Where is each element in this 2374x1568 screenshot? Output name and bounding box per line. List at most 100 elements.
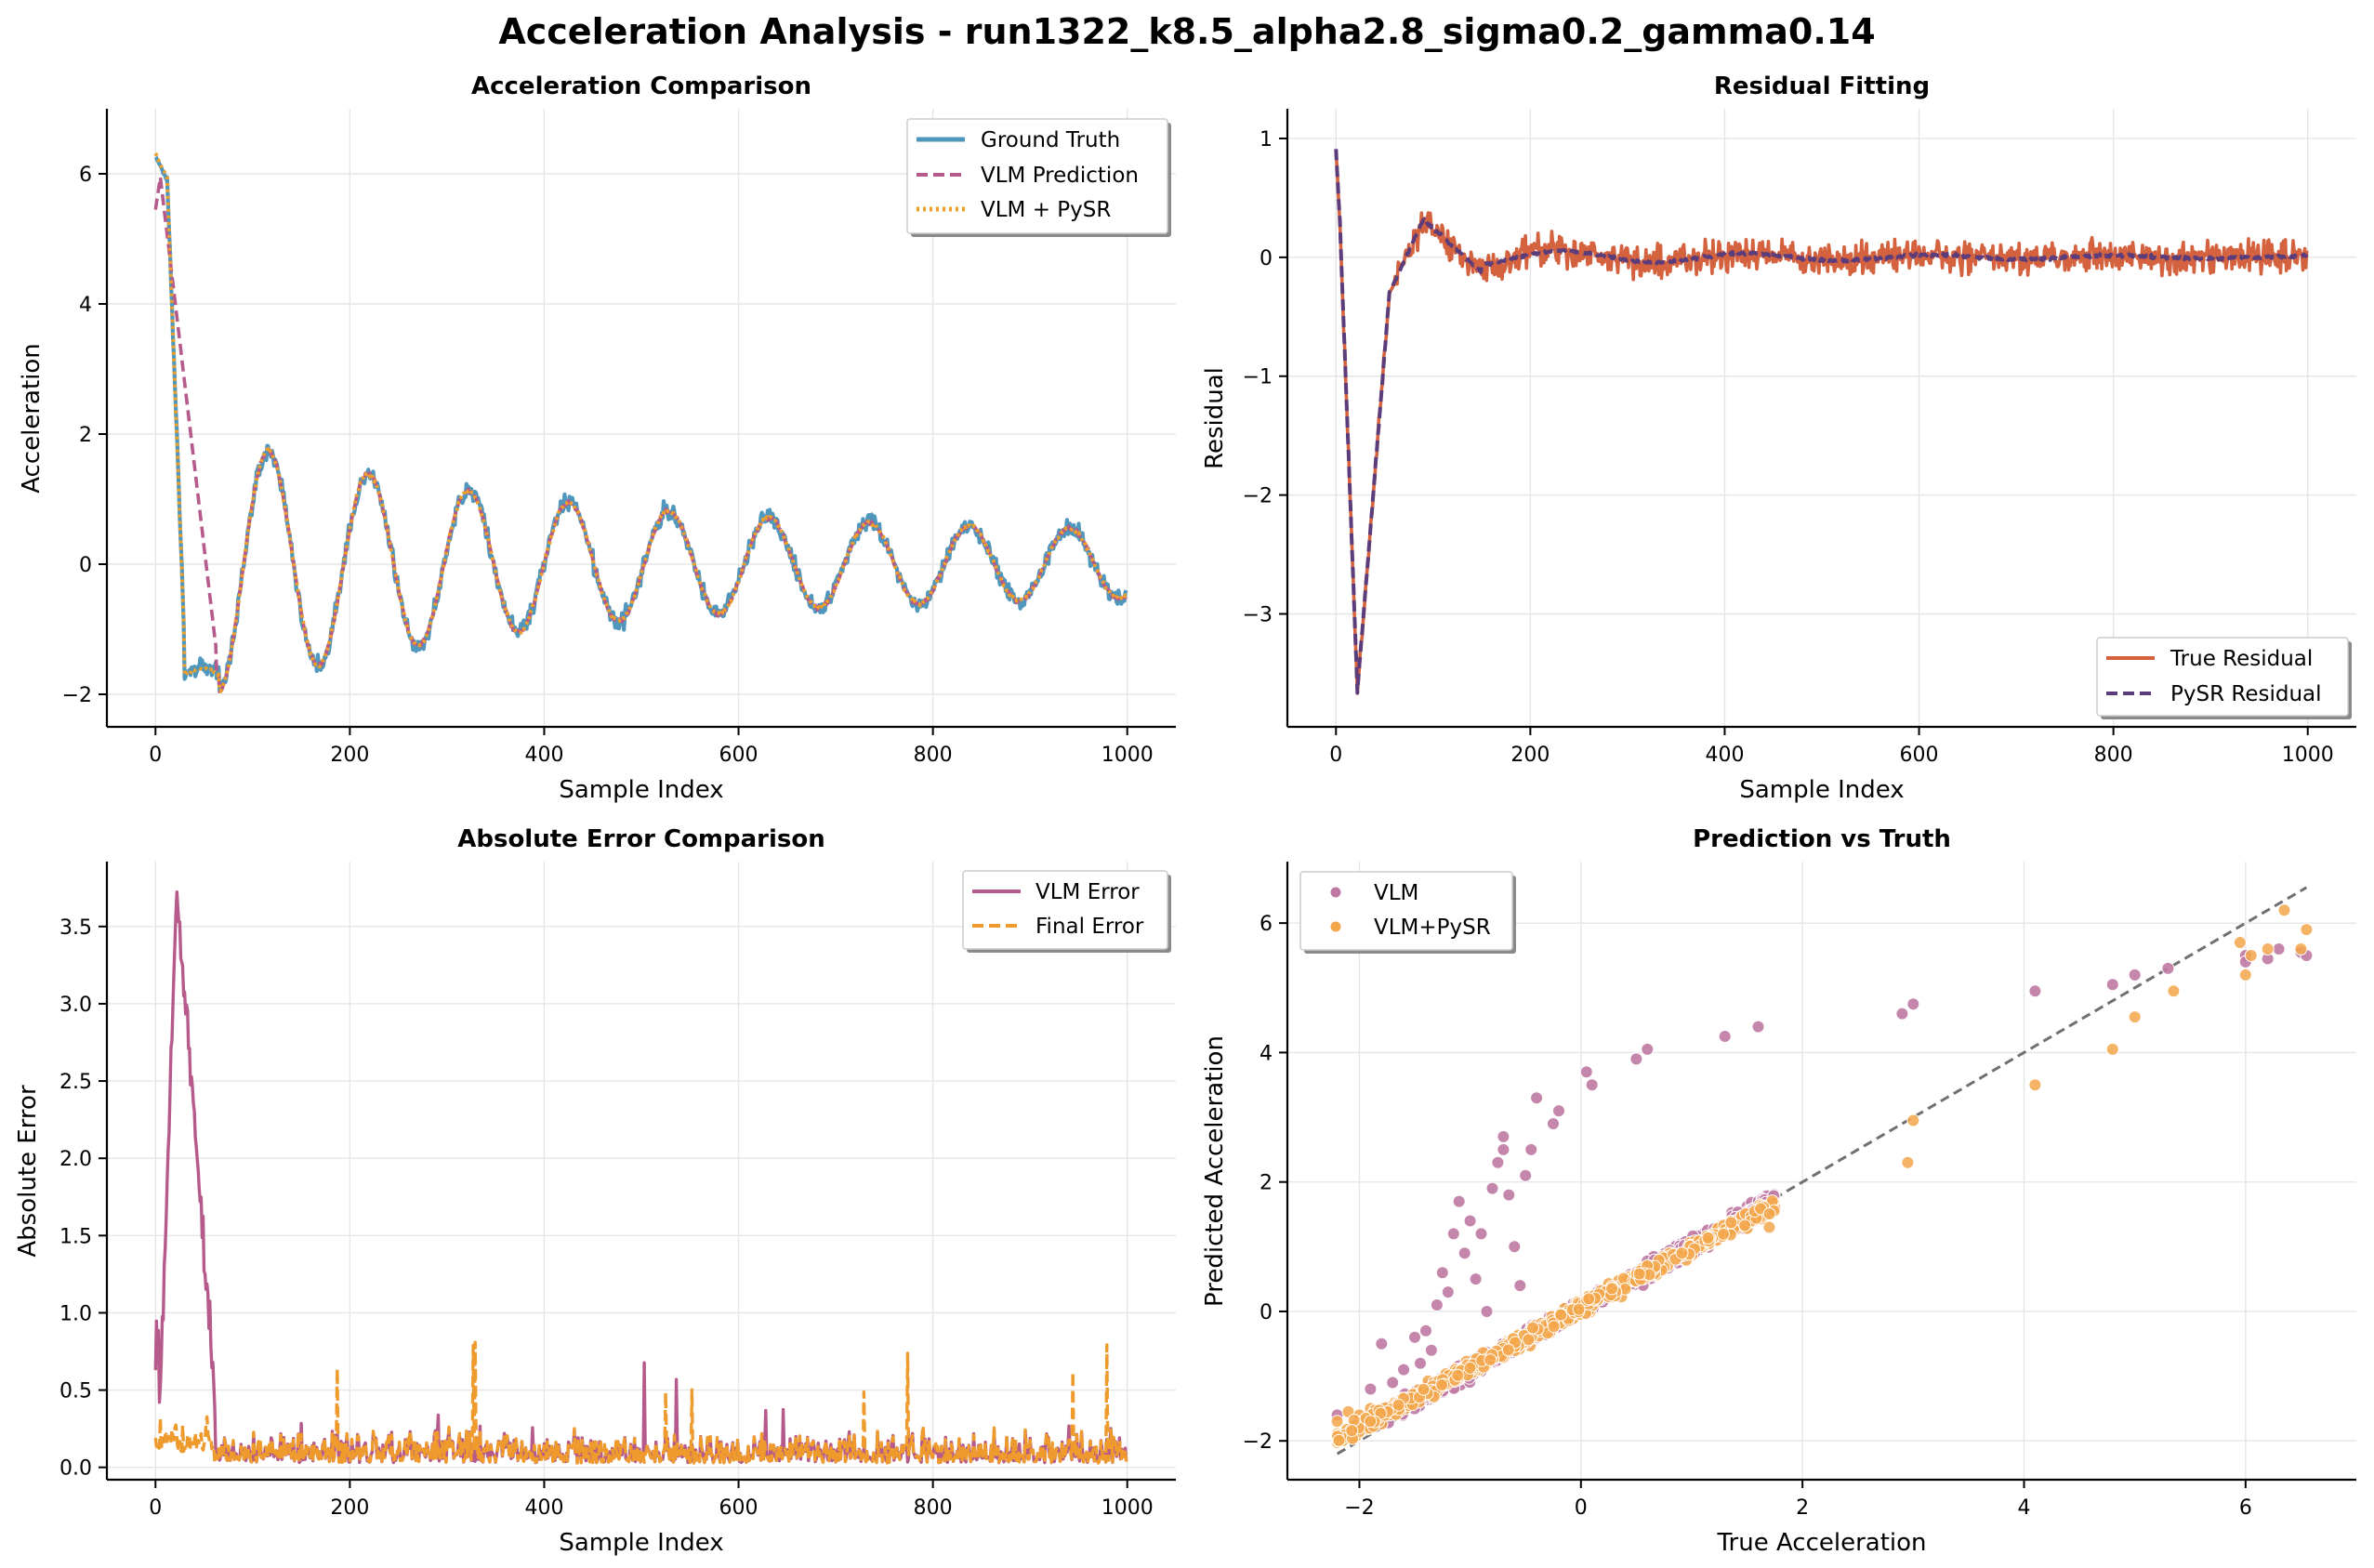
scatter-point [1480,1305,1494,1318]
scatter-point [1408,1330,1421,1344]
legend-label-pysr-residual: PySR Residual [2170,682,2322,706]
scatter-point [1364,1382,1378,1396]
y-tick-label: 4 [79,294,92,317]
scatter-point [1522,1333,1536,1347]
scatter-point [1463,1361,1477,1375]
y-tick-label: 2 [1260,1172,1273,1195]
scatter-point [2294,942,2308,955]
scatter-point [2105,978,2119,992]
scatter-point [1345,1424,1359,1438]
scatter-point [1901,1155,1915,1169]
scatter-point [1582,1292,1596,1306]
x-tick-label: 0 [149,744,162,767]
panel-residual-fitting: Residual Fitting 0 200 400 600 800 1000 −3 −2 −1… [1201,72,2356,804]
scatter-point [1547,1117,1560,1130]
series-true-residual [1334,151,2309,695]
series-vlm-pysr [153,152,1128,693]
series-final-error [153,1340,1128,1465]
scatter-point [1641,1042,1655,1056]
scatter-point [1632,1267,1646,1281]
legend-label-vlm: VLM [1374,881,1418,905]
x-tick-label: 1000 [1101,1496,1154,1520]
scatter-point [1762,1207,1776,1220]
scatter-point [1751,1020,1765,1034]
x-tick-label: 800 [914,1496,953,1520]
scatter-point [1524,1142,1538,1156]
scatter-point [2238,968,2252,982]
scatter-point [2300,923,2314,937]
scatter-point [1572,1302,1586,1316]
y-tick-label: 6 [1260,913,1273,936]
legend-label-vlm-pysr: VLM+PySR [1374,916,1491,940]
x-tick-label: 800 [914,744,953,767]
x-tick-label: 400 [524,1496,563,1520]
scatter-series-vlm-pysr [1330,903,2314,1450]
y-tick-label: 2 [79,424,92,447]
scatter-point [2244,949,2258,962]
scatter-point [1469,1272,1483,1286]
y-tick-label: 2.5 [59,1071,92,1094]
scatter-point [1508,1240,1522,1254]
series-pysr-residual [1334,149,2309,695]
panel-prediction-vs-truth: Prediction vs Truth −2 0 2 4 6 −2 0 2 4 6 True Ac… [1201,825,2356,1557]
scatter-point [1332,1433,1346,1447]
x-tick-label: 800 [2094,744,2133,767]
legend-label-vlm-error: VLM Error [1035,880,1140,904]
legend: True Residual PySR Residual [2096,637,2352,719]
scatter-point [2277,903,2291,917]
series-vlm-error [153,890,1128,1465]
y-tick-label: −3 [1243,604,1273,627]
x-tick-label: 0 [1329,744,1342,767]
scatter-point [2233,936,2247,949]
scatter-point [1701,1231,1715,1245]
legend-label-final-error: Final Error [1035,915,1144,939]
y-tick-label: 0.5 [59,1380,92,1403]
y-tick-label: −2 [1243,485,1273,508]
y-tick-label: 1.5 [59,1225,92,1248]
scatter-point [2128,968,2142,982]
scatter-point [1417,1382,1431,1396]
scatter-point [1391,1398,1405,1412]
scatter-point [1441,1285,1455,1299]
legend-box [1299,871,1513,951]
scatter-point [1501,1343,1515,1357]
panel-title: Residual Fitting [1714,72,1930,100]
scatter-point [1552,1104,1565,1118]
scatter-point [1330,1415,1344,1429]
scatter-point [2105,1042,2119,1056]
y-tick-label: 6 [79,164,92,187]
scatter-point [1463,1214,1477,1228]
y-axis-label: Absolute Error [14,1085,42,1258]
x-tick-label: 2 [1796,1496,1809,1520]
scatter-point [1484,1353,1497,1367]
legend-label-ground-truth: Ground Truth [981,128,1120,152]
scatter-point [1605,1282,1619,1296]
scatter-point [2028,984,2042,998]
scatter-point [1585,1078,1599,1092]
scatter-point [1452,1194,1466,1208]
y-tick-label: 0 [1260,247,1273,270]
scatter-point [1430,1298,1444,1311]
scatter-point [1364,1415,1378,1429]
y-tick-label: 3.5 [59,916,92,940]
scatter-point [1424,1343,1438,1357]
scatter-point [1906,997,1920,1011]
scatter-point [2161,961,2175,975]
x-tick-label: 4 [2017,1496,2030,1520]
x-tick-label: 600 [1900,744,1939,767]
x-tick-label: 6 [2239,1496,2252,1520]
x-tick-label: 600 [719,1496,758,1520]
legend: VLM VLM+PySR [1299,871,1516,954]
y-tick-label: 0.0 [59,1457,92,1481]
x-tick-label: 0 [1575,1496,1588,1520]
scatter-point [1419,1324,1432,1337]
y-tick-label: 1 [1260,128,1273,152]
scatter-point [1474,1227,1488,1241]
scatter-point [1451,1368,1465,1382]
y-axis-label: Residual [1201,367,1229,469]
scatter-point [1485,1181,1499,1195]
y-tick-label: 1.0 [59,1302,92,1325]
x-axis-label: Sample Index [559,1529,723,1557]
scatter-point [1554,1308,1568,1322]
x-tick-label: 200 [330,744,369,767]
